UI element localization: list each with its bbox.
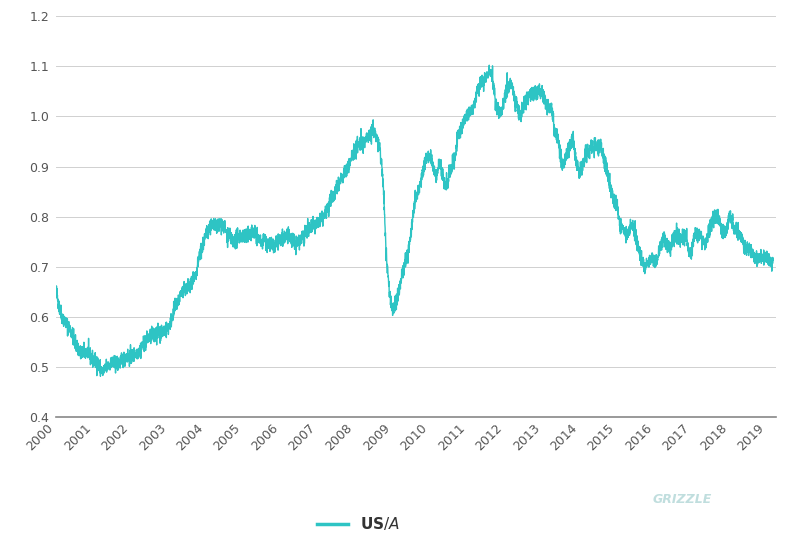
Legend: US$/A$: US$/A$	[311, 509, 406, 535]
Text: GRIZZLE: GRIZZLE	[653, 493, 712, 506]
